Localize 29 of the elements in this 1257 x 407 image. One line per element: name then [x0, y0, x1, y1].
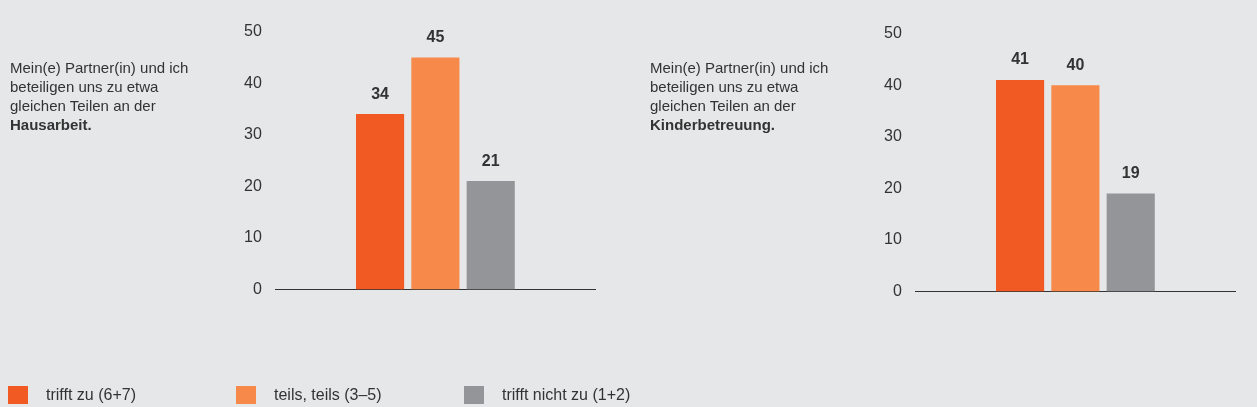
data-label: 41 [1011, 50, 1030, 68]
legend-label: teils, teils (3–5) [274, 386, 382, 404]
y-tick-label: 20 [884, 178, 902, 196]
y-tick-label: 30 [884, 127, 902, 145]
bar [411, 57, 460, 290]
data-label: 40 [1066, 55, 1085, 73]
y-tick-label: 10 [884, 230, 902, 248]
y-tick-label: 10 [244, 228, 262, 246]
y-tick-label: 20 [244, 176, 262, 194]
y-tick-label: 50 [884, 24, 902, 42]
bar [466, 181, 515, 290]
bar [1051, 85, 1100, 292]
legend-label: trifft nicht zu (1+2) [502, 386, 631, 404]
bar [1106, 193, 1155, 292]
y-tick-label: 40 [884, 75, 902, 93]
bar [996, 80, 1045, 292]
data-label: 45 [426, 27, 445, 45]
text: Mein(e) Partner(in) und ich beteiligen uns zu etwa gleichen Teilen an der Hausarbeit. [10, 59, 189, 133]
legend-label: trifft zu (6+7) [46, 386, 136, 404]
y-tick-label: 0 [252, 279, 262, 297]
data-label: 21 [481, 151, 500, 169]
y-tick-label: 50 [244, 22, 262, 40]
y-tick-label: 30 [244, 125, 262, 143]
text: Mein(e) Partner(in) und ich beteiligen uns zu etwa gleichen Teilen an der Kinderbetreuung. [650, 59, 829, 133]
data-label: 19 [1121, 163, 1140, 181]
y-tick-label: 0 [892, 281, 902, 299]
data-label: 34 [371, 84, 390, 102]
y-tick-label: 40 [244, 73, 262, 91]
bar [356, 114, 405, 290]
